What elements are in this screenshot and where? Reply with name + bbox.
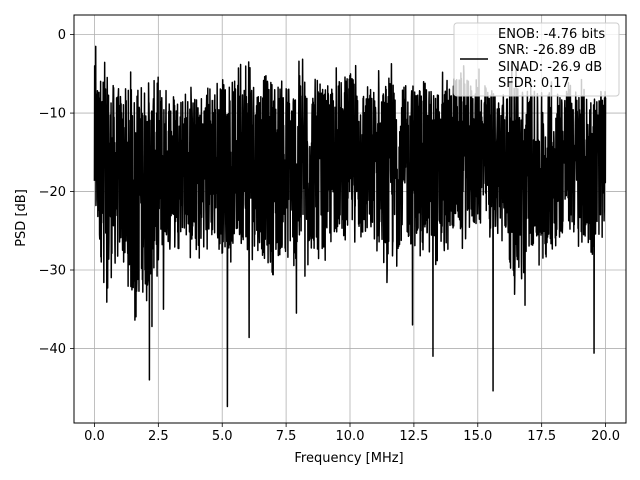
legend: ENOB: -4.76 bits SNR: -26.89 dB SINAD: -… bbox=[453, 22, 620, 97]
x-tick-label: 0.0 bbox=[84, 429, 105, 444]
legend-entry-sinad: SINAD: -26.9 dB bbox=[498, 60, 602, 75]
x-tick-label: 12.5 bbox=[399, 429, 428, 444]
x-tick-label: 17.5 bbox=[527, 429, 556, 444]
y-tick-label: −10 bbox=[39, 107, 66, 122]
x-tick-label: 2.5 bbox=[148, 429, 169, 444]
x-tick-label: 20.0 bbox=[591, 429, 620, 444]
x-axis-ticks: 0.0 2.5 5.0 7.5 10.0 12.5 15.0 17.5 20.0 bbox=[84, 423, 620, 444]
legend-box bbox=[453, 22, 620, 97]
y-tick-label: −20 bbox=[39, 185, 66, 200]
legend-entry-snr: SNR: -26.89 dB bbox=[498, 43, 596, 58]
x-tick-label: 10.0 bbox=[336, 429, 365, 444]
y-tick-label: −30 bbox=[39, 264, 66, 279]
y-axis-ticks: 0 −10 −20 −30 −40 bbox=[39, 28, 74, 357]
y-tick-label: −40 bbox=[39, 342, 66, 357]
x-axis-label: Frequency [MHz] bbox=[294, 451, 403, 466]
psd-line bbox=[93, 45, 607, 408]
x-tick-label: 15.0 bbox=[463, 429, 492, 444]
psd-series bbox=[93, 45, 607, 408]
y-axis-label: PSD [dB] bbox=[14, 189, 29, 247]
y-tick-label: 0 bbox=[58, 28, 66, 43]
x-tick-label: 7.5 bbox=[276, 429, 297, 444]
legend-entry-sfdr: SFDR: 0.17 bbox=[498, 76, 570, 91]
legend-entry-enob: ENOB: -4.76 bits bbox=[498, 27, 605, 42]
x-tick-label: 5.0 bbox=[212, 429, 233, 444]
